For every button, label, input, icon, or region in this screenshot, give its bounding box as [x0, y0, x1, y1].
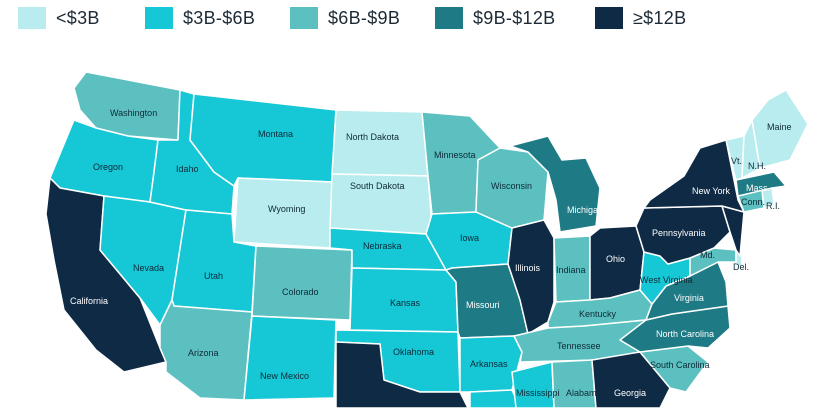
state-michigan	[509, 135, 601, 233]
legend-swatch-tier-3	[435, 7, 463, 29]
state-new-york	[643, 139, 745, 213]
legend-label-tier-0: <$3B	[56, 7, 100, 28]
state-label-colorado: Colorado	[282, 287, 319, 297]
state-louisiana	[469, 389, 521, 408]
state-label-california: California	[70, 296, 108, 306]
state-massachusetts	[735, 171, 787, 197]
state-alabama	[551, 359, 597, 408]
state-label-arkansas: Arkansas	[470, 359, 508, 369]
state-label-utah: Utah	[204, 271, 223, 281]
legend-item-tier-2: $6B-$9B	[290, 7, 400, 29]
legend-swatch-tier-0	[18, 7, 46, 29]
state-label-missouri: Missouri	[466, 300, 500, 310]
state-label-connecticut: Conn.	[741, 197, 765, 207]
state-label-north-carolina: North Carolina	[656, 329, 714, 339]
state-label-oklahoma: Oklahoma	[393, 347, 434, 357]
state-texas	[335, 341, 469, 408]
legend-swatch-tier-1	[145, 7, 173, 29]
legend-item-tier-4: ≥$12B	[595, 7, 686, 29]
state-label-vermont: Vt.	[731, 156, 742, 166]
state-label-montana: Montana	[258, 129, 293, 139]
state-label-nebraska: Nebraska	[363, 241, 402, 251]
state-colorado	[251, 245, 353, 321]
legend-label-tier-3: $9B-$12B	[473, 7, 556, 28]
state-georgia	[591, 351, 671, 408]
state-label-nevada: Nevada	[133, 263, 164, 273]
state-label-alabama: Alabama	[566, 388, 602, 398]
state-label-maryland: Md.	[700, 250, 715, 260]
state-label-south-carolina: South Carolina	[650, 360, 710, 370]
state-label-indiana: Indiana	[556, 265, 586, 275]
state-label-oregon: Oregon	[93, 162, 123, 172]
state-north-dakota	[331, 109, 429, 177]
legend-item-tier-1: $3B-$6B	[145, 7, 255, 29]
state-label-new-york: New York	[692, 186, 731, 196]
state-label-arizona: Arizona	[188, 348, 219, 358]
us-map: Washington Oregon California Nevada Idah…	[45, 71, 809, 408]
state-label-washington: Washington	[110, 108, 157, 118]
state-label-ohio: Ohio	[606, 254, 625, 264]
state-label-tennessee: Tennessee	[557, 341, 601, 351]
state-maine	[751, 89, 809, 169]
state-mississippi	[511, 361, 555, 408]
legend-label-tier-2: $6B-$9B	[328, 7, 401, 28]
state-label-wyoming: Wyoming	[268, 204, 305, 214]
state-label-new-jersey: New Jersey	[741, 246, 789, 256]
legend-swatch-tier-4	[595, 7, 623, 29]
state-label-south-dakota: South Dakota	[350, 181, 405, 191]
state-label-idaho: Idaho	[176, 164, 199, 174]
legend-label-tier-1: $3B-$6B	[183, 7, 256, 28]
state-label-rhode-island: R.I.	[766, 201, 780, 211]
legend-label-tier-4: ≥$12B	[633, 7, 687, 28]
state-label-wisconsin: Wisconsin	[491, 181, 532, 191]
state-label-west-virginia: West Virginia	[640, 275, 693, 285]
state-label-mississippi: Mississippi	[516, 388, 560, 398]
state-label-iowa: Iowa	[460, 233, 479, 243]
state-label-maine: Maine	[767, 122, 792, 132]
state-wisconsin	[475, 147, 549, 229]
legend-item-tier-3: $9B-$12B	[435, 7, 555, 29]
state-label-georgia: Georgia	[614, 388, 646, 398]
state-label-new-mexico: New Mexico	[260, 371, 309, 381]
state-label-massachusetts: Mass.	[746, 183, 770, 193]
state-label-minnesota: Minnesota	[434, 150, 476, 160]
state-label-kentucky: Kentucky	[579, 309, 617, 319]
state-label-new-hampshire: N.H.	[748, 161, 766, 171]
state-label-delaware: Del.	[733, 262, 749, 272]
state-label-kansas: Kansas	[390, 298, 421, 308]
legend-item-tier-0: <$3B	[18, 7, 100, 29]
state-label-pennsylvania: Pennsylvania	[652, 228, 706, 238]
state-label-north-dakota: North Dakota	[346, 132, 399, 142]
state-label-illinois: Illinois	[515, 263, 541, 273]
state-label-michigan: Michigan	[567, 205, 603, 215]
legend-swatch-tier-2	[290, 7, 318, 29]
state-new-mexico	[243, 315, 337, 401]
state-label-virginia: Virginia	[674, 293, 704, 303]
legend: <$3B $3B-$6B $6B-$9B $9B-$12B ≥$12B	[0, 0, 825, 40]
